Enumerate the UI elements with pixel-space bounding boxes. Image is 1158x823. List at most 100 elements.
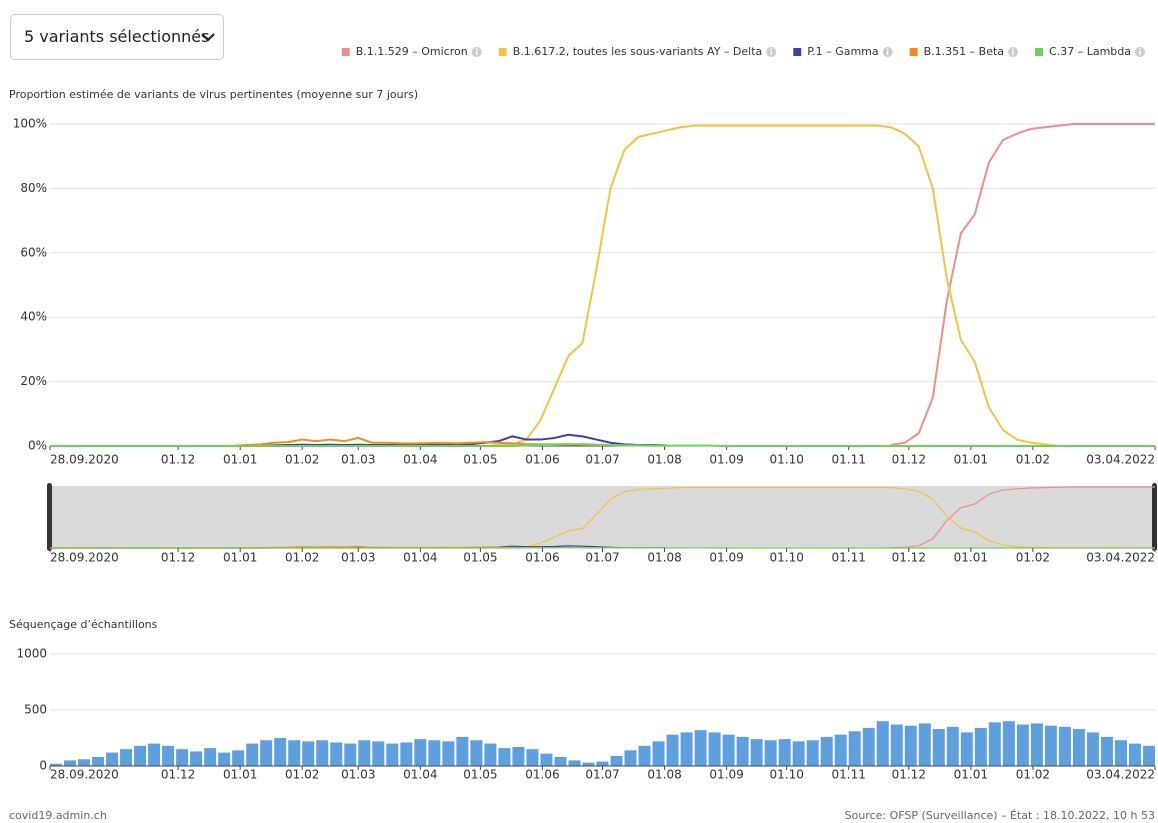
bar xyxy=(596,761,609,766)
bar xyxy=(120,749,133,766)
x-tick-label: 28.09.2020 xyxy=(50,453,119,467)
y-tick-label: 40% xyxy=(20,310,47,324)
bar xyxy=(162,745,175,766)
bar xyxy=(680,732,693,766)
bar-chart-title: Séquençage d’échantillons xyxy=(9,618,158,631)
x-tick-label: 01.07 xyxy=(585,453,619,467)
bar xyxy=(204,748,217,766)
x-tick-label: 01.02 xyxy=(285,768,319,782)
bar xyxy=(806,740,819,766)
x-tick-label: 03.04.2022 xyxy=(1086,768,1155,782)
bar xyxy=(862,727,875,766)
bar xyxy=(442,741,455,766)
x-tick-label: 03.04.2022 xyxy=(1086,453,1155,467)
navigator-tick-label: 01.02 xyxy=(285,551,319,565)
bar xyxy=(820,736,833,766)
footer-right: Source: OFSP (Surveillance) – État : 18.… xyxy=(845,809,1155,822)
bar xyxy=(246,743,259,766)
bar xyxy=(722,734,735,766)
bar xyxy=(330,742,343,766)
y-tick-label: 0 xyxy=(39,759,47,773)
bar xyxy=(1016,724,1029,766)
bar xyxy=(92,757,105,766)
x-tick-label: 01.11 xyxy=(832,768,866,782)
bar xyxy=(988,722,1001,766)
y-tick-label: 0% xyxy=(28,439,47,453)
x-tick-label: 01.05 xyxy=(463,453,497,467)
navigator-tick-label: 03.04.2022 xyxy=(1086,551,1155,565)
bar xyxy=(400,742,413,766)
bar xyxy=(792,741,805,766)
bar xyxy=(274,738,287,766)
legend-swatch xyxy=(498,48,507,56)
chevron xyxy=(201,33,215,42)
legend-info-dot xyxy=(770,47,773,50)
bar xyxy=(78,759,91,766)
bar xyxy=(848,731,861,766)
x-tick-label: 01.11 xyxy=(832,453,866,467)
legend-info-dot xyxy=(475,47,478,50)
x-tick-label: 01.02 xyxy=(1016,768,1050,782)
x-tick-label: 01.06 xyxy=(525,453,559,467)
legend-label: P.1 – Gamma xyxy=(807,45,878,58)
bar xyxy=(372,741,385,766)
y-tick-label: 1000 xyxy=(16,647,47,661)
bar xyxy=(386,743,399,766)
bar xyxy=(946,726,959,766)
navigator-tick-label: 01.10 xyxy=(769,551,803,565)
navigator-tick-label: 01.11 xyxy=(832,551,866,565)
y-tick-label: 20% xyxy=(20,374,47,388)
navigator-tick-label: 01.05 xyxy=(463,551,497,565)
bar xyxy=(694,730,707,766)
navigator-tick-label: 01.03 xyxy=(341,551,375,565)
x-tick-label: 01.01 xyxy=(223,453,257,467)
navigator-window[interactable] xyxy=(50,486,1155,548)
x-tick-label: 01.04 xyxy=(403,768,437,782)
x-tick-label: 01.09 xyxy=(709,453,743,467)
x-tick-label: 01.04 xyxy=(403,453,437,467)
navigator-tick-label: 01.07 xyxy=(585,551,619,565)
x-tick-label: 01.08 xyxy=(647,768,681,782)
series-line xyxy=(890,123,1155,447)
bar xyxy=(834,734,847,766)
bar xyxy=(470,740,483,766)
bar xyxy=(540,753,553,766)
bar xyxy=(554,757,567,766)
legend-swatch xyxy=(793,48,802,56)
legend-info-dot xyxy=(1139,47,1141,50)
bar xyxy=(778,739,791,766)
bar xyxy=(932,729,945,766)
x-tick-label: 01.12 xyxy=(892,453,926,467)
legend-swatch xyxy=(341,48,350,56)
x-tick-label: 01.06 xyxy=(525,768,559,782)
bar xyxy=(624,750,637,766)
bar xyxy=(974,727,987,766)
bar xyxy=(876,721,889,766)
navigator-tick-label: 01.06 xyxy=(525,551,559,565)
navigator-handle-left[interactable] xyxy=(47,483,52,551)
bar xyxy=(260,740,273,766)
x-tick-label: 01.01 xyxy=(223,768,257,782)
x-tick-label: 01.02 xyxy=(1016,453,1050,467)
legend-swatch xyxy=(909,48,918,56)
navigator-handle-right[interactable] xyxy=(1152,483,1157,551)
variant-dropdown[interactable]: 5 variants sélectionnés xyxy=(10,14,224,60)
navigator-tick-label: 01.01 xyxy=(954,551,988,565)
series-line xyxy=(50,124,1155,447)
x-tick-label: 01.01 xyxy=(954,453,988,467)
x-tick-label: 01.01 xyxy=(954,768,988,782)
x-tick-label: 01.12 xyxy=(892,768,926,782)
bar xyxy=(1058,726,1071,766)
y-tick-label: 60% xyxy=(20,245,47,259)
legend-label: C.37 – Lambda xyxy=(1049,45,1131,58)
bar xyxy=(176,749,189,766)
legend-label: B.1.617.2, toutes les sous-variants AY –… xyxy=(513,45,763,58)
navigator-tick-label: 01.09 xyxy=(709,551,743,565)
navigator-line xyxy=(890,486,1155,549)
bar xyxy=(1086,732,1099,766)
legend-label: B.1.1.529 – Omicron xyxy=(356,45,468,58)
bar xyxy=(50,763,62,766)
legend-swatch xyxy=(1035,48,1044,56)
bar xyxy=(1114,740,1127,766)
